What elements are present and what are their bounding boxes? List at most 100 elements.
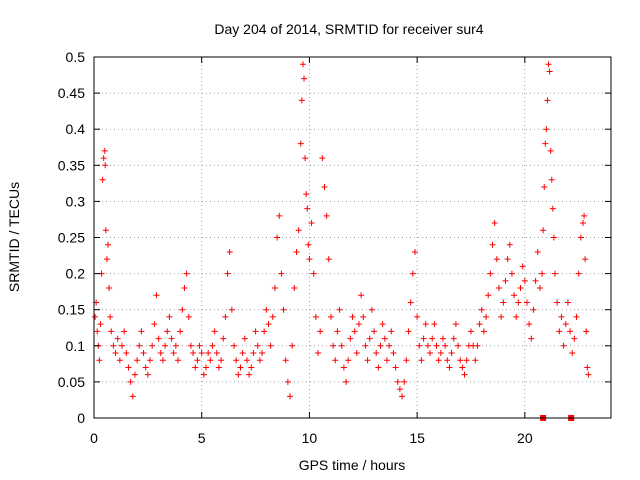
data-point <box>543 126 550 133</box>
data-point <box>548 176 555 183</box>
y-tick-label: 0.15 <box>58 302 85 318</box>
data-point <box>302 155 309 162</box>
data-point <box>164 328 171 335</box>
data-point <box>231 342 238 349</box>
data-point <box>310 270 317 277</box>
data-point <box>315 350 322 357</box>
data-point <box>530 306 537 313</box>
data-point <box>138 328 145 335</box>
data-point <box>187 342 194 349</box>
y-axis-label: SRMTID / TECUs <box>6 182 22 292</box>
data-point <box>142 364 149 371</box>
data-point <box>420 335 427 342</box>
data-point <box>585 371 592 378</box>
data-point <box>528 335 535 342</box>
data-point <box>582 256 589 263</box>
data-point <box>495 285 502 292</box>
data-point <box>149 342 156 349</box>
data-point <box>239 350 246 357</box>
data-point <box>114 335 121 342</box>
data-point <box>196 342 203 349</box>
data-point <box>185 313 192 320</box>
data-point <box>452 321 459 328</box>
data-point <box>422 321 429 328</box>
data-point <box>459 364 466 371</box>
data-point <box>457 357 464 364</box>
data-point <box>513 313 520 320</box>
x-tick-label: 10 <box>302 430 318 446</box>
data-point <box>519 263 526 270</box>
data-point <box>502 277 509 284</box>
data-point <box>355 321 362 328</box>
data-point <box>353 350 360 357</box>
data-point <box>338 342 345 349</box>
data-point <box>162 342 169 349</box>
data-point <box>549 205 556 212</box>
data-point <box>567 328 574 335</box>
x-axis-label: GPS time / hours <box>299 457 406 473</box>
data-point <box>209 342 216 349</box>
data-point <box>442 342 449 349</box>
data-point <box>254 342 261 349</box>
data-point <box>427 350 434 357</box>
data-point <box>211 328 218 335</box>
data-point <box>569 350 576 357</box>
data-point <box>291 285 298 292</box>
data-point <box>198 350 205 357</box>
data-point <box>573 313 580 320</box>
data-point <box>360 313 367 320</box>
data-point <box>92 313 99 320</box>
data-point <box>487 270 494 277</box>
data-point <box>550 234 557 241</box>
data-point <box>364 357 371 364</box>
data-point <box>562 321 569 328</box>
data-point <box>546 68 553 75</box>
data-point <box>205 350 212 357</box>
data-point <box>101 147 108 154</box>
data-point <box>500 299 507 306</box>
data-point <box>571 335 578 342</box>
data-point <box>153 292 160 299</box>
data-point <box>298 97 305 104</box>
data-point <box>295 227 302 234</box>
data-point <box>388 328 395 335</box>
data-point <box>511 292 518 299</box>
y-tick-label: 0.35 <box>58 157 85 173</box>
data-point <box>293 248 300 255</box>
data-point <box>241 335 248 342</box>
data-point <box>433 342 440 349</box>
data-point <box>246 371 253 378</box>
data-point <box>157 350 164 357</box>
data-point <box>429 335 436 342</box>
data-point <box>297 140 304 147</box>
data-point <box>411 248 418 255</box>
data-point <box>439 335 446 342</box>
data-point <box>504 256 511 263</box>
y-tick-label: 0 <box>77 410 85 426</box>
data-point <box>265 321 272 328</box>
data-point <box>237 364 244 371</box>
data-point <box>222 313 229 320</box>
data-point <box>383 357 390 364</box>
data-point <box>437 350 444 357</box>
data-point <box>96 357 103 364</box>
data-point <box>261 328 268 335</box>
data-point <box>121 328 128 335</box>
data-point <box>218 357 225 364</box>
data-point <box>399 393 406 400</box>
data-point <box>203 364 210 371</box>
data-point <box>327 313 334 320</box>
data-points <box>92 61 592 421</box>
data-point <box>134 357 141 364</box>
y-tick-label: 0.2 <box>66 266 86 282</box>
data-point <box>448 350 455 357</box>
data-point <box>207 357 214 364</box>
data-point <box>381 335 388 342</box>
data-point <box>103 256 110 263</box>
data-point <box>123 350 130 357</box>
data-point <box>299 61 306 68</box>
data-point <box>541 183 548 190</box>
data-point <box>190 350 197 357</box>
data-point <box>140 350 147 357</box>
